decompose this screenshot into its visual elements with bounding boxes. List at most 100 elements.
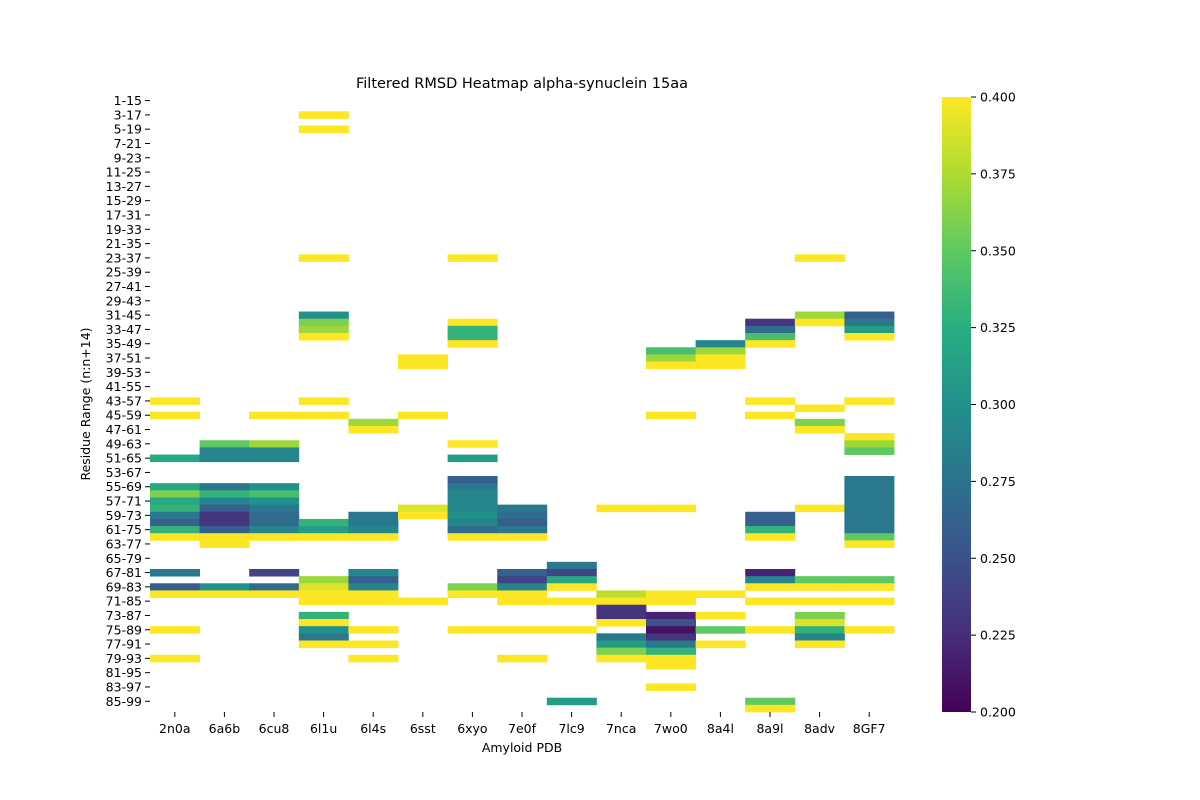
heatmap-cell <box>646 611 696 620</box>
y-tick-label: 71-85 <box>106 594 142 609</box>
y-tick-label: 35-49 <box>106 336 142 351</box>
heatmap-cell <box>794 425 845 434</box>
heatmap-cell <box>745 511 796 520</box>
heatmap-cell <box>546 576 597 584</box>
y-tick-label: 43-57 <box>106 393 142 408</box>
x-tick-label: 7e0f <box>508 721 537 736</box>
x-tick-label: 6sst <box>410 721 436 736</box>
y-tick-label: 57-71 <box>106 494 142 509</box>
heatmap-cell <box>249 518 300 527</box>
heatmap-cell <box>546 561 597 570</box>
heatmap-cell <box>844 540 895 548</box>
heatmap-cell <box>844 433 895 441</box>
heatmap-cell <box>794 633 845 641</box>
heatmap-cell <box>646 361 696 370</box>
heatmap-cell <box>199 533 250 541</box>
heatmap-cell <box>298 597 349 606</box>
x-tick-label: 6l1u <box>310 721 337 736</box>
heatmap-cell <box>745 583 796 591</box>
heatmap-cell <box>150 654 200 663</box>
heatmap-cell <box>447 533 498 541</box>
heatmap-cell <box>745 568 796 577</box>
heatmap-cell <box>497 576 548 584</box>
heatmap-cell <box>646 590 696 598</box>
heatmap-cell <box>298 254 349 262</box>
heatmap-cell <box>298 311 349 320</box>
heatmap-cell <box>745 533 796 541</box>
heatmap-cell <box>199 454 250 463</box>
y-tick-label: 79-93 <box>106 651 142 666</box>
y-tick-label: 21-35 <box>106 236 142 251</box>
y-tick-label: 15-29 <box>106 193 142 208</box>
x-axis-label: Amyloid PDB <box>482 740 562 755</box>
heatmap-cell <box>298 626 349 634</box>
colorbar <box>942 97 971 712</box>
heatmap-cell <box>199 483 250 491</box>
heatmap-cell <box>348 568 399 577</box>
colorbar-tick-label: 0.300 <box>980 397 1016 412</box>
y-tick-label: 23-37 <box>106 250 142 265</box>
x-tick-label: 8GF7 <box>853 721 886 736</box>
heatmap-cell <box>596 647 647 656</box>
heatmap-cell <box>745 340 796 348</box>
x-tick-label: 7nca <box>606 721 636 736</box>
heatmap-cell <box>646 411 696 420</box>
heatmap-cell <box>199 497 250 506</box>
colorbar-tick-label: 0.350 <box>980 243 1016 258</box>
heatmap-cell <box>447 318 498 327</box>
y-tick-label: 47-61 <box>106 422 142 437</box>
heatmap-cell <box>447 504 498 513</box>
heatmap-cell <box>497 590 548 598</box>
heatmap-cell <box>745 697 796 706</box>
heatmap-cell <box>844 497 895 506</box>
y-tick-label: 17-31 <box>106 207 142 222</box>
heatmap-cell <box>150 583 200 591</box>
heatmap-cell <box>150 533 200 541</box>
heatmap-cell <box>249 511 300 520</box>
heatmap-cell <box>447 583 498 591</box>
x-axis-ticks: 2n0a 6a6b 6cu8 6l1u 6l4s 6sst 6xyo 7e0f 7lc9 7nca… <box>159 712 886 736</box>
heatmap-cell <box>447 626 498 634</box>
heatmap-cell <box>794 404 845 413</box>
heatmap-cell <box>596 654 647 663</box>
heatmap-cell <box>646 640 696 649</box>
heatmap-cell <box>596 590 647 598</box>
heatmap-cells <box>150 111 895 713</box>
heatmap-cell <box>249 590 300 598</box>
y-tick-label: 81-95 <box>106 665 142 680</box>
heatmap-cell <box>546 697 597 706</box>
y-tick-label: 53-67 <box>106 465 142 480</box>
heatmap-cell <box>844 397 895 405</box>
heatmap-cell <box>497 526 548 534</box>
heatmap-cell <box>497 518 548 527</box>
y-tick-label: 29-43 <box>106 293 142 308</box>
y-tick-label: 55-69 <box>106 479 142 494</box>
heatmap-cell <box>497 568 548 577</box>
heatmap-cell <box>199 511 250 520</box>
heatmap-cell <box>199 526 250 534</box>
heatmap-cell <box>844 447 895 455</box>
heatmap-cell <box>646 347 696 355</box>
heatmap-cell <box>447 526 498 534</box>
heatmap-cell <box>695 590 746 598</box>
y-tick-label: 11-25 <box>106 165 142 180</box>
heatmap-cell <box>348 425 399 434</box>
heatmap-cell <box>497 654 548 663</box>
y-tick-label: 69-83 <box>106 579 142 594</box>
y-tick-label: 85-99 <box>106 694 142 709</box>
heatmap-cell <box>150 504 200 513</box>
heatmap-cell <box>745 325 796 334</box>
y-tick-label: 9-23 <box>114 150 142 165</box>
heatmap-cell <box>249 447 300 455</box>
y-tick-label: 49-63 <box>106 436 142 451</box>
heatmap-cell <box>695 626 746 634</box>
heatmap-cell <box>447 440 498 448</box>
heatmap-cell <box>497 533 548 541</box>
heatmap-cell <box>844 511 895 520</box>
y-tick-label: 51-65 <box>106 451 142 466</box>
x-tick-label: 6a6b <box>209 721 241 736</box>
x-tick-label: 6xyo <box>457 721 487 736</box>
chart-title: Filtered RMSD Heatmap alpha-synuclein 15… <box>356 76 688 92</box>
heatmap-cell <box>794 640 845 649</box>
